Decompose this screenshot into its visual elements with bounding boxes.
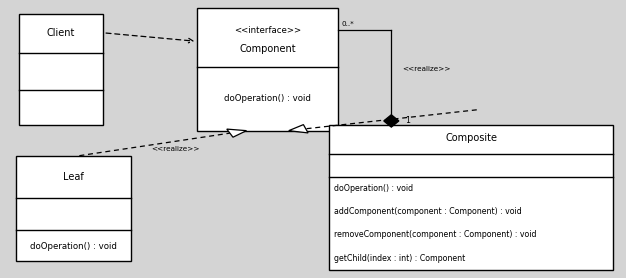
Text: getChild(index : int) : Component: getChild(index : int) : Component (334, 254, 465, 263)
Text: doOperation() : void: doOperation() : void (334, 184, 413, 193)
Polygon shape (227, 129, 247, 137)
Text: <<interface>>: <<interface>> (234, 26, 301, 35)
Text: doOperation() : void: doOperation() : void (30, 242, 117, 251)
Polygon shape (384, 115, 399, 127)
Text: Client: Client (47, 28, 75, 38)
Text: <<realize>>: <<realize>> (403, 66, 451, 72)
Text: addComponent(component : Component) : void: addComponent(component : Component) : vo… (334, 207, 521, 216)
Text: 0..*: 0..* (341, 21, 354, 27)
Bar (16, 156, 131, 261)
Bar (197, 8, 338, 131)
Text: Leaf: Leaf (63, 172, 84, 182)
Bar (329, 125, 613, 270)
Text: Component: Component (239, 44, 296, 54)
Bar (19, 14, 103, 125)
Text: doOperation() : void: doOperation() : void (224, 94, 311, 103)
Text: 1: 1 (405, 116, 410, 125)
Text: <<realize>>: <<realize>> (151, 146, 200, 152)
Polygon shape (289, 125, 308, 133)
Text: Composite: Composite (445, 133, 497, 143)
Text: removeComponent(component : Component) : void: removeComponent(component : Component) :… (334, 230, 536, 239)
